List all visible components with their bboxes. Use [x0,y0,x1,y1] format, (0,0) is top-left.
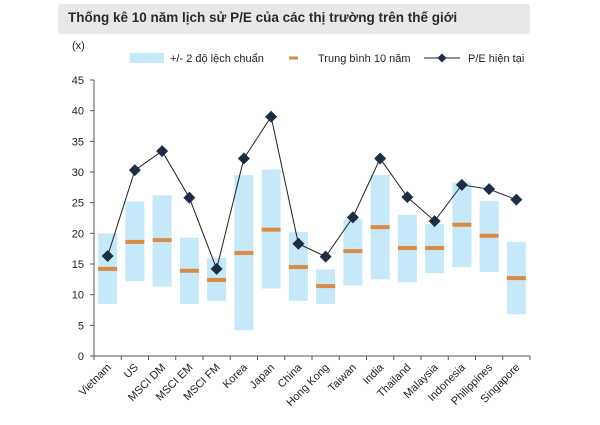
y-tick-label: 0 [78,351,84,363]
mean-marker-singapore [506,276,526,281]
y-tick-label: 10 [72,290,84,302]
pe-point-thailand [401,191,414,204]
legend-label-mean: Trung bình 10 năm [318,53,411,65]
pe-point-taiwan [346,211,359,224]
legend-label-pe: P/E hiện tại [468,53,524,65]
mean-marker-indonesia [452,222,472,227]
chart-title-bar: Thống kê 10 năm lịch sử P/E của các thị … [58,4,530,34]
legend-swatch-diamond [437,53,447,63]
y-tick-label: 45 [72,75,84,87]
x-tick-label-japan: Japan [248,362,278,392]
x-tick-label-vietnam: Vietnam [77,362,114,399]
mean-marker-korea [234,250,254,255]
mean-marker-vietnam [98,266,118,271]
mean-marker-msci-dm [152,238,172,243]
mean-marker-india [370,225,390,230]
mean-marker-hong-kong [316,284,336,289]
current-pe-line [101,110,523,275]
legend: +/- 2 độ lệch chuẩn Trung bình 10 năm P/E … [130,53,524,65]
y-tick-label: 25 [72,198,84,210]
y-tick-label: 30 [72,167,84,179]
y-tick-label: 35 [72,136,84,148]
pe-point-india [374,152,387,165]
pe-point-indonesia [455,178,468,191]
pe-point-singapore [510,193,523,206]
x-tick-label-taiwan: Taiwan [326,362,359,395]
mean-marker-japan [261,227,281,232]
legend-swatch-range [130,53,164,63]
x-tick-label-korea: Korea [221,361,251,391]
pe-point-malaysia [428,215,441,228]
y-tick-label: 20 [72,228,84,240]
y-tick-label: 40 [72,106,84,118]
y-axis-label: (x) [72,40,85,52]
pe-point-hong-kong [319,250,332,263]
pe-line [107,115,517,271]
axes: 0 5 10 15 20 25 30 35 40 45 [72,75,531,363]
pe-point-philippines [483,183,496,196]
mean-marker-malaysia [425,246,445,251]
pe-point-us [128,164,141,177]
pe-point-japan [265,110,278,123]
mean-marker-philippines [479,233,499,238]
y-tick-label: 15 [72,259,84,271]
y-tick-label: 5 [78,320,84,332]
pe-point-msci-dm [156,145,169,158]
mean-marker-msci-fm [207,277,227,282]
mean-marker-thailand [397,246,417,251]
pe-point-msci-fm [210,262,223,275]
pe-point-msci-em [183,191,196,204]
legend-label-range: +/- 2 độ lệch chuẩn [170,53,264,65]
mean-marker-msci-em [179,268,199,273]
chart-title: Thống kê 10 năm lịch sử P/E của các thị … [68,10,458,25]
pe-point-korea [237,152,250,165]
mean-markers [98,222,526,289]
x-tick-label-us: US [122,362,141,381]
mean-marker-us [125,239,145,244]
legend-swatch-mean [289,56,298,60]
mean-marker-china [288,265,308,270]
pe-point-china [292,237,305,250]
mean-marker-taiwan [343,249,363,254]
pe-point-vietnam [101,250,114,263]
